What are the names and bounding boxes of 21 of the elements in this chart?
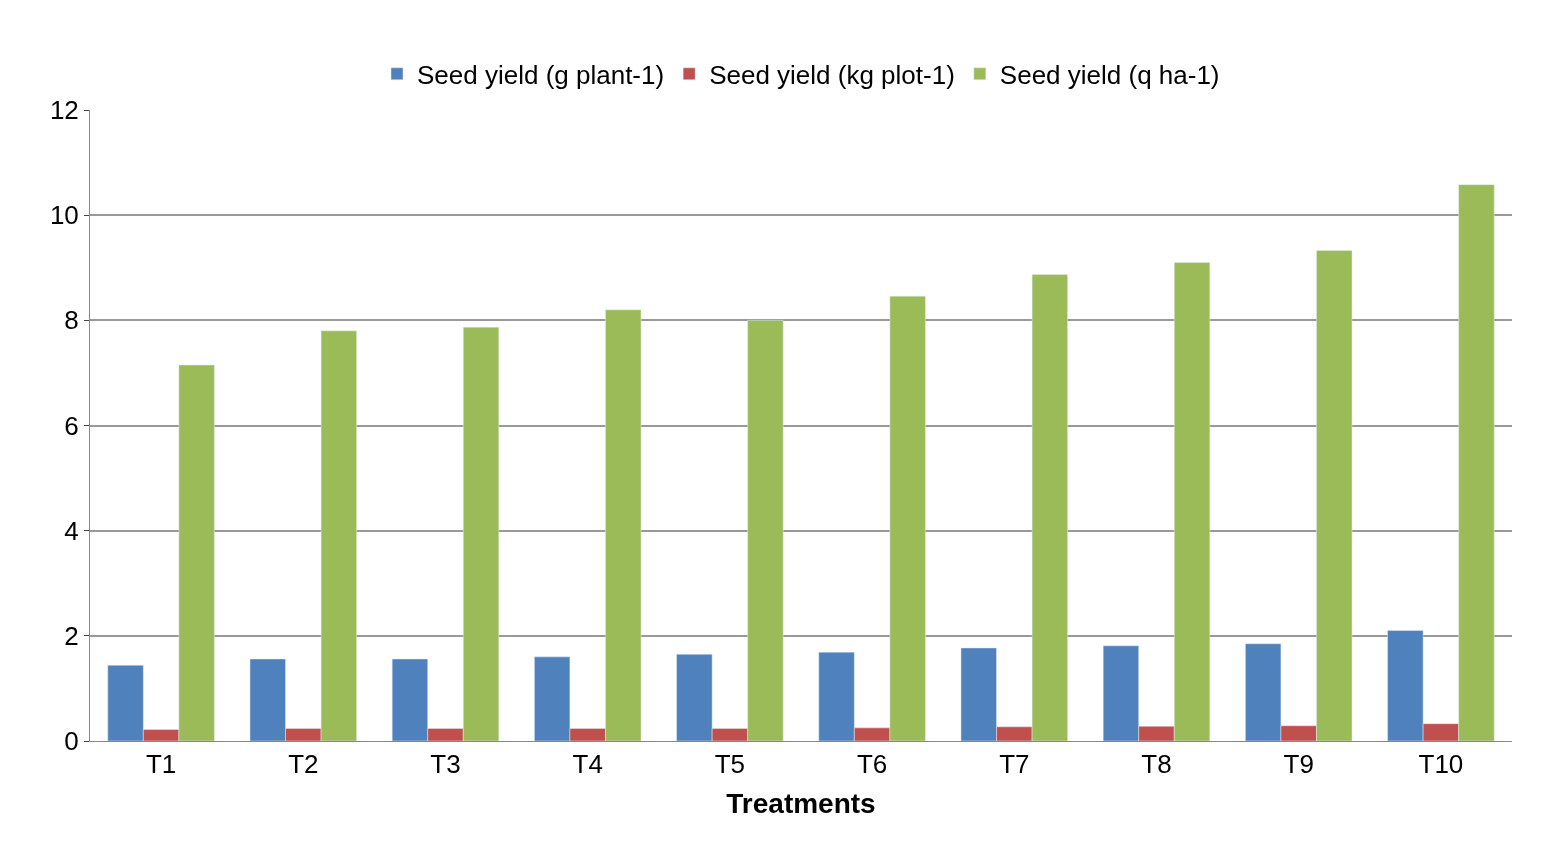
x-tick-label: T4 [572, 749, 603, 780]
x-tick-label: T1 [145, 749, 177, 780]
y-tick-label: 6 [64, 410, 79, 441]
x-tick-label: T7 [999, 749, 1030, 780]
y-tick-label: 10 [49, 200, 79, 231]
x-tick-label: T9 [1283, 749, 1314, 780]
legend-label: Seed yield (q ha-1) [999, 59, 1220, 90]
x-tick-label: T5 [714, 749, 746, 780]
x-axis-title: Treatments [726, 788, 876, 820]
x-tick-label: T2 [288, 749, 319, 780]
x-tick-label: T10 [1418, 749, 1464, 780]
y-tick-label: 2 [64, 620, 79, 651]
y-tick-label: 4 [64, 515, 79, 546]
x-tick-label: T3 [430, 749, 461, 780]
y-tick-label: 12 [49, 95, 79, 126]
legend-label: Seed yield (kg plot-1) [709, 59, 955, 90]
legend-label: Seed yield (g plant-1) [417, 59, 665, 90]
x-tick-label: T8 [1141, 749, 1172, 780]
y-tick-label: 8 [64, 305, 79, 336]
y-tick-label: 0 [64, 726, 79, 757]
x-tick-label: T6 [856, 749, 888, 780]
